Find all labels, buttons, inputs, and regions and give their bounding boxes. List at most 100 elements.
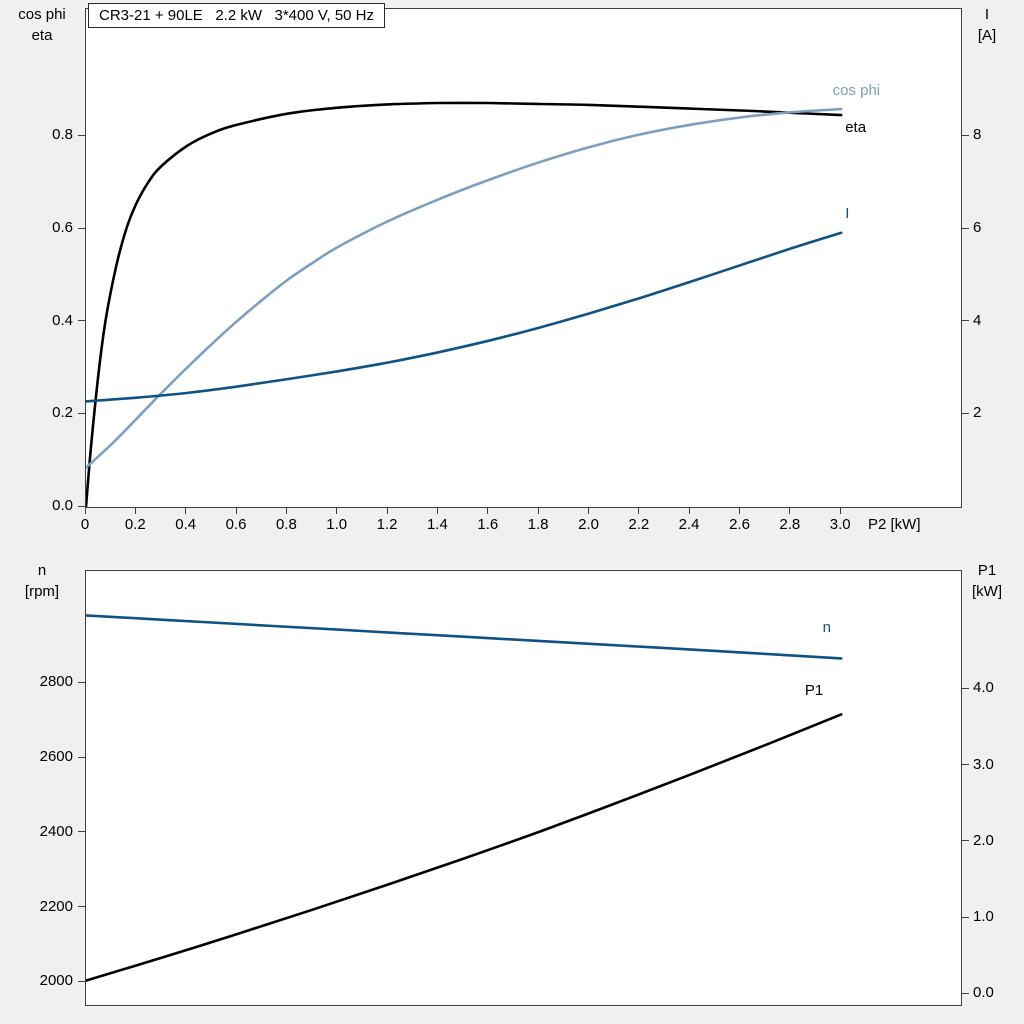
x-tick-label: 0.6 [225,516,247,533]
x-tick-mark [185,508,187,514]
x-tick-label: 2.2 [628,516,650,533]
x-tick-mark [839,508,841,514]
left-tick-label: 0.4 [52,311,73,329]
x-tick-label: 1.0 [326,516,348,533]
x-tick-mark [436,508,438,514]
x-tick-mark [537,508,539,514]
left-tick-mark [78,134,85,136]
left-tick-label: 2600 [39,748,73,766]
left-tick-mark [78,412,85,414]
left-tick-label: 0.0 [52,497,73,514]
right-tick-mark [962,134,969,136]
chart-title-box: CR3-21 + 90LE 2.2 kW 3*400 V, 50 Hz [88,3,386,28]
series-label-speed: n [822,619,831,637]
right-tick-label: 2.0 [973,831,994,849]
left-tick-mark [78,831,85,833]
speed-p1-vs-p2-canvas [86,614,843,982]
left-tick-mark [78,906,85,907]
x-tick-mark [789,508,791,514]
series-p1 [86,713,843,982]
x-tick-label: 0.8 [275,516,297,533]
lower-chart: n [rpm] P1 [kW] 2000 2200 2400 2600 2800 0.0 1… [0,552,1024,1024]
x-tick-label: 1.8 [527,516,549,533]
x-tick-mark [739,508,740,514]
upper-plot-area [85,8,962,508]
lower-plot-area [85,570,962,1006]
x-tick-mark [487,508,489,514]
x-tick-label: 2.8 [779,516,801,533]
x-tick-mark [688,508,690,514]
series-eta [86,101,843,507]
left-axis-title-line1: n [37,562,47,579]
efficiency-cosphi-current-vs-p2-canvas [86,101,843,507]
x-tick-label: 2.0 [578,516,599,533]
upper-right-axis-title: I [A] [956,4,1018,46]
left-tick-label: 2000 [39,972,73,990]
series-label-eta: eta [845,119,867,137]
series-label-cos-phi: cos phi [832,82,881,100]
right-tick-label: 4 [973,311,982,329]
series-cos-phi [86,107,843,469]
left-tick-mark [78,227,85,229]
right-axis-title-line1: I [984,6,990,23]
left-axis-title-line1: cos phi [18,6,66,23]
left-tick-label: 2800 [39,673,73,691]
left-tick-label: 0.8 [52,126,73,144]
x-tick-label: 0.2 [124,516,146,533]
x-axis-title: P2 [kW] [868,516,921,533]
x-tick-mark [588,508,589,514]
x-tick-mark [235,508,237,514]
x-tick-mark [336,508,338,514]
right-tick-mark [962,840,969,842]
series-speed [86,614,843,660]
right-axis-title-line2: [kW] [972,583,1002,600]
right-tick-mark [962,687,969,689]
lower-right-axis-title: P1 [kW] [956,560,1018,602]
right-tick-mark [962,227,969,229]
right-tick-label: 2 [973,404,982,422]
right-tick-mark [962,320,969,322]
left-tick-label: 2400 [39,822,73,840]
upper-left-axis-title: cos phi eta [2,4,82,46]
x-tick-mark [386,508,388,514]
left-tick-mark [78,980,85,982]
series-label-current: I [845,205,850,223]
left-tick-label: 0.2 [52,404,73,422]
left-tick-label: 0.6 [52,219,73,236]
left-tick-mark [78,681,85,683]
x-tick-label: 1.2 [376,516,398,533]
right-tick-label: 4.0 [973,679,994,697]
x-tick-mark [134,508,136,514]
left-axis-title-line2: eta [31,27,53,44]
left-tick-label: 2200 [39,897,73,915]
x-tick-label: 0 [80,516,90,533]
right-tick-mark [962,916,969,918]
x-tick-mark [84,508,86,514]
series-current [86,231,843,403]
right-tick-label: 8 [973,126,982,144]
series-label-p1: P1 [804,681,824,699]
right-tick-mark [962,412,969,414]
right-tick-label: 1.0 [973,908,994,925]
right-tick-label: 0.0 [973,984,994,1002]
left-tick-mark [78,320,85,322]
x-tick-label: 1.4 [426,516,448,533]
left-axis-title-line2: [rpm] [24,583,60,600]
right-tick-mark [962,992,969,994]
x-tick-label: 3.0 [829,516,851,533]
upper-chart: cos phi eta I [A] CR3-21 + 90LE 2.2 kW 3… [2,3,1018,533]
right-tick-mark [962,764,969,765]
x-tick-label: 0.4 [175,516,197,533]
x-tick-label: 2.6 [729,516,750,533]
lower-left-axis-title: n [rpm] [2,560,82,602]
right-axis-title-line1: P1 [977,562,997,579]
x-tick-label: 2.4 [678,516,700,533]
left-tick-mark [78,756,85,758]
x-tick-label: 1.6 [477,516,499,533]
right-axis-title-line2: [A] [977,27,997,44]
left-tick-mark [78,505,85,507]
right-tick-label: 6 [973,219,982,236]
x-tick-mark [638,508,640,514]
x-tick-mark [285,508,287,514]
